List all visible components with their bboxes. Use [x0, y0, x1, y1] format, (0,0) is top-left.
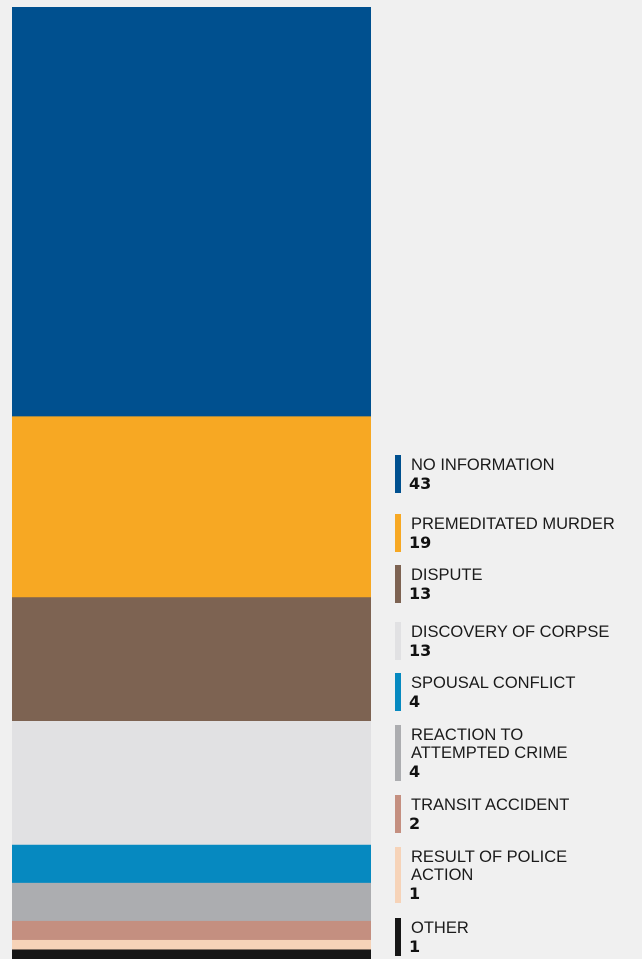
legend-label-2: PREMEDITATED MURDER [411, 515, 615, 533]
bar-segment-7 [12, 920, 371, 941]
bar-segment-9 [12, 949, 371, 959]
bar-segment-4 [12, 721, 371, 846]
legend-swatch-2 [395, 514, 401, 552]
legend-swatch-3 [395, 565, 401, 603]
legend-value-3: 13 [409, 584, 431, 603]
legend-value-8: 1 [409, 884, 420, 903]
legend-label-7: TRANSIT ACCIDENT [411, 796, 569, 814]
legend-swatch-1 [395, 455, 401, 493]
legend-swatch-6 [395, 725, 401, 781]
legend-swatch-5 [395, 673, 401, 711]
legend-swatch-9 [395, 918, 401, 956]
legend-value-6: 4 [409, 762, 420, 781]
legend-label-5: SPOUSAL CONFLICT [411, 674, 575, 692]
legend-label-6: REACTION TO ATTEMPTED CRIME [411, 726, 567, 762]
legend-label-9: OTHER [411, 919, 469, 937]
legend-swatch-4 [395, 622, 401, 660]
legend-value-2: 19 [409, 533, 431, 552]
bar-segment-2 [12, 416, 371, 598]
bar-segment-5 [12, 844, 371, 884]
legend-label-8: RESULT OF POLICE ACTION [411, 848, 567, 884]
bar-segment-6 [12, 882, 371, 922]
legend-swatch-7 [395, 795, 401, 833]
legend-value-5: 4 [409, 692, 420, 711]
legend-swatch-8 [395, 847, 401, 903]
legend-label-4: DISCOVERY OF CORPSE [411, 623, 609, 641]
bar-segment-3 [12, 597, 371, 722]
bar-segment-8 [12, 939, 371, 950]
stacked-bar [12, 7, 371, 959]
legend-label-3: DISPUTE [411, 566, 483, 584]
bar-segment-1 [12, 7, 371, 417]
legend-value-1: 43 [409, 474, 431, 493]
legend-label-1: NO INFORMATION [411, 456, 555, 474]
legend-value-9: 1 [409, 937, 420, 956]
legend-value-7: 2 [409, 814, 420, 833]
legend-value-4: 13 [409, 641, 431, 660]
